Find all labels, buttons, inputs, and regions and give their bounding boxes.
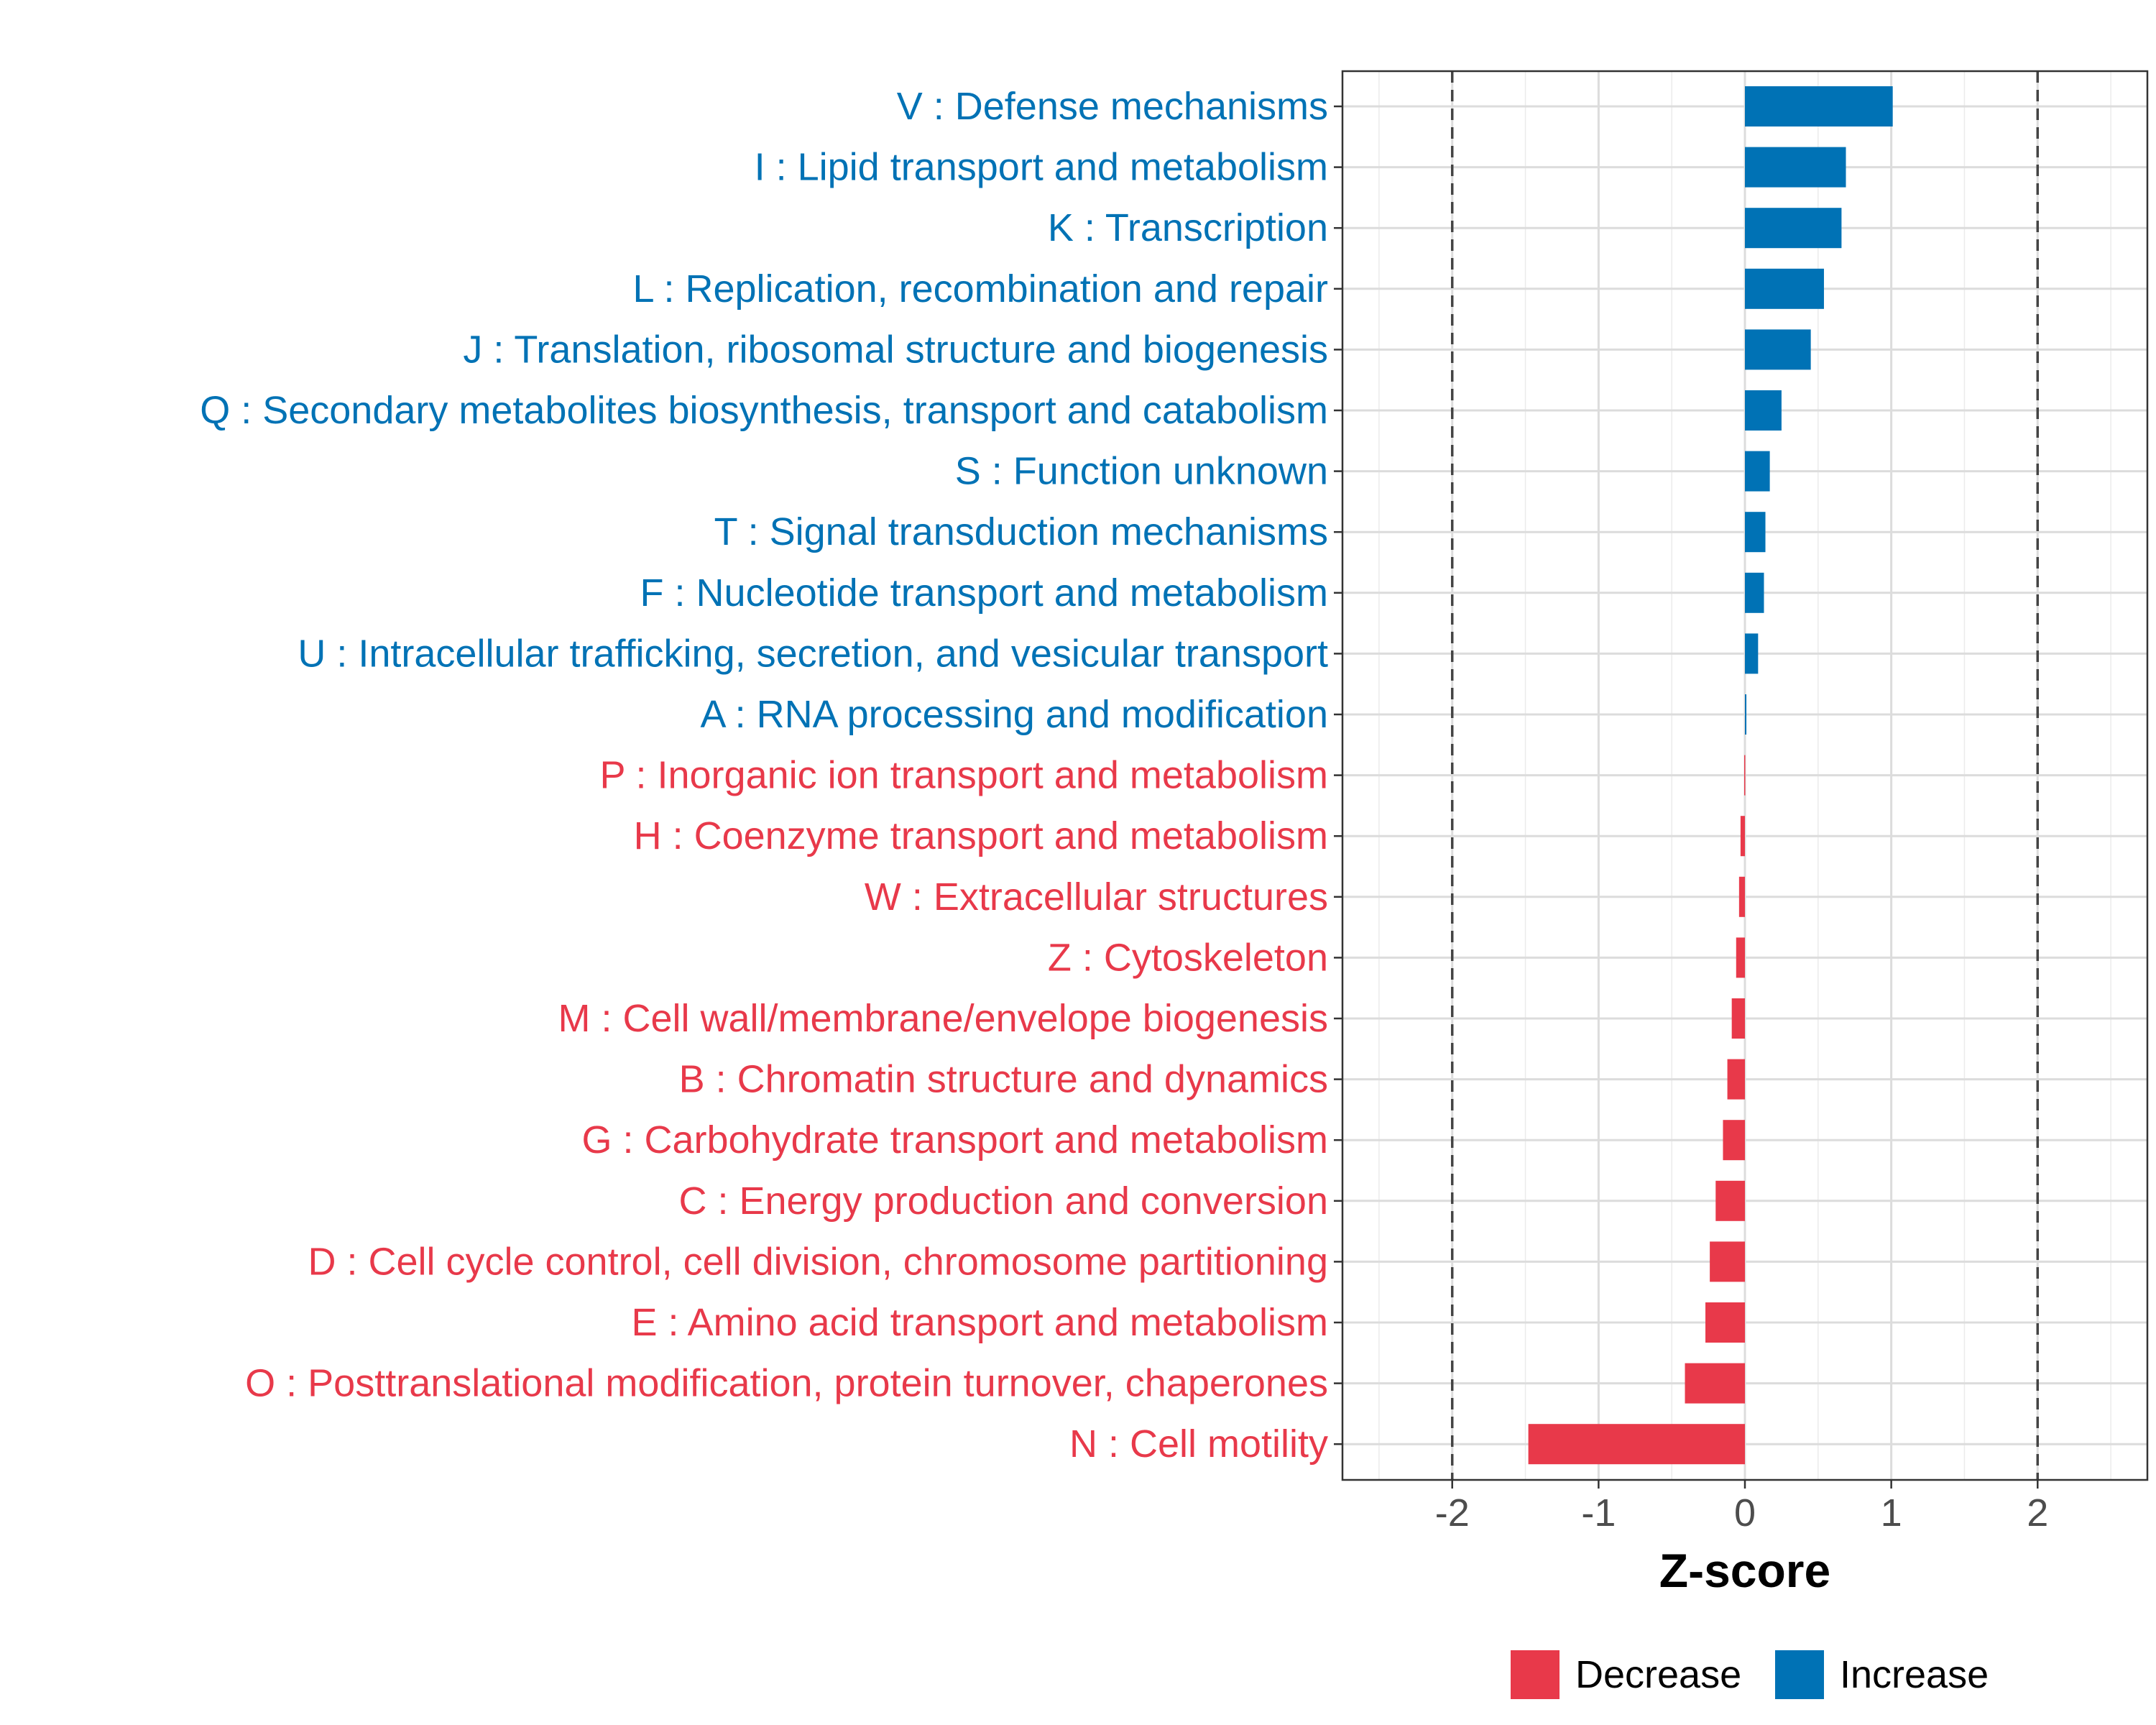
category-label: C : Energy production and conversion bbox=[678, 1179, 1328, 1223]
legend-key-increase bbox=[1775, 1650, 1824, 1699]
bar-increase bbox=[1745, 451, 1770, 492]
category-label: T : Signal transduction mechanisms bbox=[714, 510, 1328, 553]
bar-decrease bbox=[1743, 755, 1746, 796]
category-label: D : Cell cycle control, cell division, c… bbox=[308, 1240, 1328, 1283]
category-label: M : Cell wall/membrane/envelope biogenes… bbox=[558, 997, 1328, 1040]
bar-increase bbox=[1745, 86, 1893, 126]
bar-decrease bbox=[1736, 937, 1745, 978]
category-label: Q : Secondary metabolites biosynthesis, … bbox=[200, 389, 1328, 432]
category-label: E : Amino acid transport and metabolism bbox=[632, 1301, 1328, 1344]
bar-increase bbox=[1745, 512, 1766, 553]
category-label: U : Intracellular trafficking, secretion… bbox=[298, 632, 1328, 675]
category-label: H : Coenzyme transport and metabolism bbox=[634, 814, 1328, 857]
y-tick-layer: V : Defense mechanisms I : Lipid transpor… bbox=[200, 85, 1342, 1466]
threshold-layer bbox=[1450, 71, 2040, 1480]
legend-label-increase: Increase bbox=[1840, 1653, 1989, 1696]
category-label: A : RNA processing and modification bbox=[701, 693, 1328, 736]
category-label: Z : Cytoskeleton bbox=[1048, 936, 1328, 979]
category-label: K : Transcription bbox=[1048, 206, 1328, 249]
category-label: O : Posttranslational modification, prot… bbox=[245, 1362, 1328, 1405]
category-label: B : Chromatin structure and dynamics bbox=[679, 1058, 1328, 1101]
category-label: S : Function unknown bbox=[955, 450, 1328, 493]
legend-key-decrease bbox=[1511, 1650, 1560, 1699]
x-tick-label: -1 bbox=[1581, 1491, 1616, 1535]
bar-decrease bbox=[1727, 1059, 1745, 1100]
legend-label-decrease: Decrease bbox=[1575, 1653, 1741, 1696]
category-label: W : Extracellular structures bbox=[865, 875, 1328, 919]
bar-decrease bbox=[1685, 1363, 1745, 1404]
category-label: J : Translation, ribosomal structure and… bbox=[463, 328, 1328, 371]
bar-decrease bbox=[1738, 876, 1745, 917]
bar-increase bbox=[1745, 572, 1764, 613]
x-tick-label: 1 bbox=[1881, 1491, 1902, 1535]
category-label: G : Carbohydrate transport and metabolis… bbox=[582, 1118, 1329, 1162]
category-label: N : Cell motility bbox=[1069, 1422, 1328, 1466]
category-label: V : Defense mechanisms bbox=[897, 85, 1328, 128]
bar-decrease bbox=[1723, 1120, 1745, 1161]
bar-layer bbox=[1528, 86, 1893, 1465]
bar-increase bbox=[1745, 694, 1747, 735]
bar-increase bbox=[1745, 329, 1811, 370]
bar-decrease bbox=[1705, 1302, 1745, 1343]
bar-increase bbox=[1745, 268, 1824, 309]
bar-decrease bbox=[1740, 816, 1745, 857]
category-label: L : Replication, recombination and repai… bbox=[632, 267, 1328, 310]
x-tick-layer: -2 -1 0 1 2 bbox=[1435, 1480, 2048, 1535]
bar-decrease bbox=[1715, 1180, 1745, 1221]
bar-increase bbox=[1745, 208, 1842, 249]
bar-increase bbox=[1745, 147, 1846, 188]
category-label: F : Nucleotide transport and metabolism bbox=[640, 571, 1328, 615]
x-tick-label: 2 bbox=[2027, 1491, 2048, 1535]
x-tick-label: -2 bbox=[1435, 1491, 1470, 1535]
bar-decrease bbox=[1731, 998, 1745, 1039]
category-label: I : Lipid transport and metabolism bbox=[755, 146, 1328, 189]
x-axis-title: Z-score bbox=[1659, 1544, 1830, 1597]
bar-decrease bbox=[1710, 1241, 1745, 1282]
bar-increase bbox=[1745, 633, 1759, 674]
category-label: P : Inorganic ion transport and metaboli… bbox=[599, 754, 1328, 797]
bar-increase bbox=[1745, 390, 1782, 431]
x-tick-label: 0 bbox=[1734, 1491, 1756, 1535]
legend: Decrease Increase bbox=[1511, 1650, 1989, 1699]
bar-decrease bbox=[1528, 1424, 1745, 1465]
